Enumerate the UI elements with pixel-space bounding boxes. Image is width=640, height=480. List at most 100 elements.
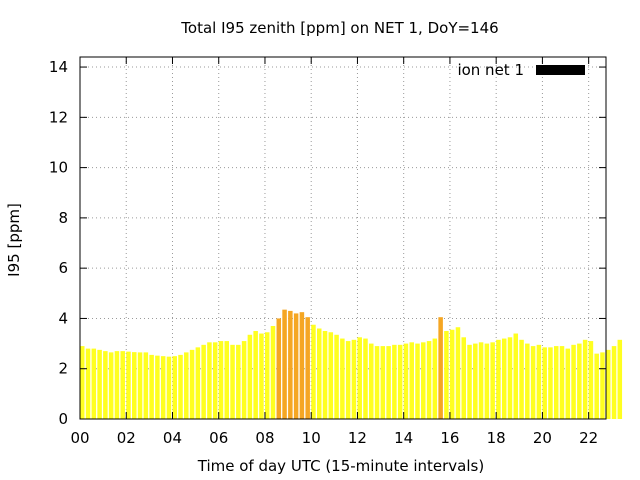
bar <box>501 338 507 419</box>
bar <box>594 353 599 419</box>
x-tick-label: 00 <box>70 429 89 447</box>
bar <box>236 344 241 419</box>
chart-title: Total I95 zenith [ppm] on NET 1, DoY=146 <box>180 19 498 37</box>
bar <box>230 344 235 419</box>
bar <box>288 310 293 419</box>
bar <box>397 344 403 419</box>
bar <box>530 346 536 419</box>
bar <box>525 343 530 419</box>
bar <box>160 356 166 419</box>
bar <box>421 342 426 419</box>
bar <box>600 352 605 419</box>
bar <box>345 341 351 419</box>
x-tick-label: 02 <box>117 429 136 447</box>
x-tick-label: 20 <box>533 429 552 447</box>
bar <box>473 343 478 419</box>
bar <box>334 334 339 419</box>
y-tick-label: 2 <box>58 360 68 378</box>
bar <box>132 352 137 419</box>
bar <box>149 354 154 419</box>
bar <box>478 342 484 419</box>
bar <box>582 339 588 419</box>
bar <box>172 356 177 419</box>
bar <box>80 346 85 419</box>
y-tick-label: 14 <box>49 58 68 76</box>
bar <box>207 342 212 419</box>
bar <box>126 351 131 419</box>
bar <box>120 351 125 419</box>
bar <box>432 338 438 419</box>
x-tick-label: 04 <box>163 429 182 447</box>
bar <box>467 344 472 419</box>
bar <box>224 341 230 419</box>
bar <box>114 351 120 419</box>
bar <box>184 352 189 419</box>
bar <box>311 324 316 419</box>
bar <box>85 348 91 419</box>
bar <box>143 352 149 419</box>
bar <box>571 344 576 419</box>
bar <box>247 334 253 419</box>
bar <box>565 348 571 419</box>
bar <box>513 333 519 419</box>
bar <box>484 343 490 419</box>
x-tick-label: 10 <box>302 429 321 447</box>
bar <box>369 343 374 419</box>
bar <box>507 337 513 419</box>
y-axis-label: I95 [ppm] <box>5 203 23 277</box>
bar <box>438 317 443 419</box>
bar <box>97 349 102 419</box>
bar <box>195 347 201 419</box>
bar <box>316 328 322 419</box>
y-tick-label: 0 <box>58 410 68 428</box>
legend-swatch <box>536 65 585 75</box>
bar <box>212 342 218 419</box>
bar <box>108 352 114 419</box>
bar <box>103 351 108 419</box>
bar <box>189 349 195 419</box>
x-axis-label: Time of day UTC (15-minute intervals) <box>197 457 484 475</box>
legend-entry-label: ion net 1 <box>457 61 524 79</box>
bar <box>305 317 310 419</box>
y-tick-label: 4 <box>58 309 68 327</box>
y-tick-label: 6 <box>58 259 68 277</box>
bar <box>611 346 617 419</box>
bar <box>588 341 594 419</box>
bar <box>259 333 264 419</box>
bar <box>137 352 143 419</box>
bar <box>201 344 206 419</box>
bar <box>461 337 467 419</box>
legend: ion net 1 <box>457 61 585 79</box>
grid-lines <box>80 57 606 419</box>
x-tick-label: 08 <box>255 429 274 447</box>
x-tick-label: 18 <box>487 429 506 447</box>
bar <box>293 313 299 419</box>
bar <box>328 332 334 419</box>
bar <box>455 327 461 419</box>
bar <box>155 355 160 419</box>
y-tick-label: 10 <box>49 159 68 177</box>
bars <box>80 309 623 419</box>
bar <box>241 341 247 419</box>
bar <box>270 325 276 419</box>
bar <box>519 339 524 419</box>
bar <box>392 344 397 419</box>
bar <box>282 309 287 419</box>
y-tick-label: 8 <box>58 209 68 227</box>
x-tick-label: 12 <box>348 429 367 447</box>
bar <box>276 318 282 419</box>
bar <box>380 346 386 419</box>
bar <box>553 346 559 419</box>
bar <box>91 348 97 419</box>
bar <box>542 347 547 419</box>
bar <box>166 356 172 419</box>
y-tick-label: 12 <box>49 108 68 126</box>
bar <box>496 339 501 419</box>
bar <box>490 342 495 419</box>
plot-frame <box>79 56 607 420</box>
bar <box>548 347 553 419</box>
bar <box>536 344 542 419</box>
bar <box>403 343 409 419</box>
